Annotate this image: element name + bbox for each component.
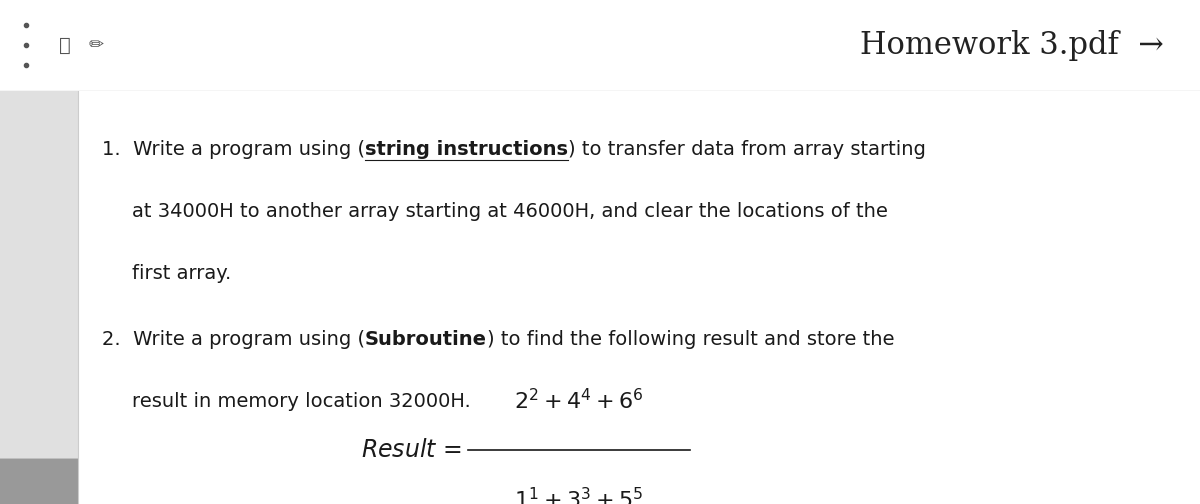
Text: first array.: first array.: [132, 264, 232, 283]
Text: $2^2 + 4^4 + 6^6$: $2^2 + 4^4 + 6^6$: [514, 388, 644, 413]
Text: ⧉: ⧉: [59, 36, 71, 55]
Text: $\mathit{Result}$ =: $\mathit{Result}$ =: [361, 438, 462, 462]
Text: 1.  Write a program using (: 1. Write a program using (: [102, 140, 365, 159]
Text: string instructions: string instructions: [365, 140, 568, 159]
Text: ) to find the following result and store the: ) to find the following result and store…: [487, 331, 894, 349]
Text: 2.  Write a program using (: 2. Write a program using (: [102, 331, 365, 349]
Text: ✏: ✏: [89, 36, 103, 54]
Bar: [0, 91, 78, 504]
Text: ) to transfer data from array starting: ) to transfer data from array starting: [568, 140, 926, 159]
Text: at 34000H to another array starting at 46000H, and clear the locations of the: at 34000H to another array starting at 4…: [132, 202, 888, 221]
FancyBboxPatch shape: [0, 459, 90, 504]
Text: result in memory location 32000H.: result in memory location 32000H.: [132, 393, 470, 411]
Text: Homework 3.pdf  →: Homework 3.pdf →: [860, 30, 1164, 61]
Text: Subroutine: Subroutine: [365, 331, 487, 349]
Text: $1^1 + 3^3 + 5^5$: $1^1 + 3^3 + 5^5$: [515, 487, 643, 504]
